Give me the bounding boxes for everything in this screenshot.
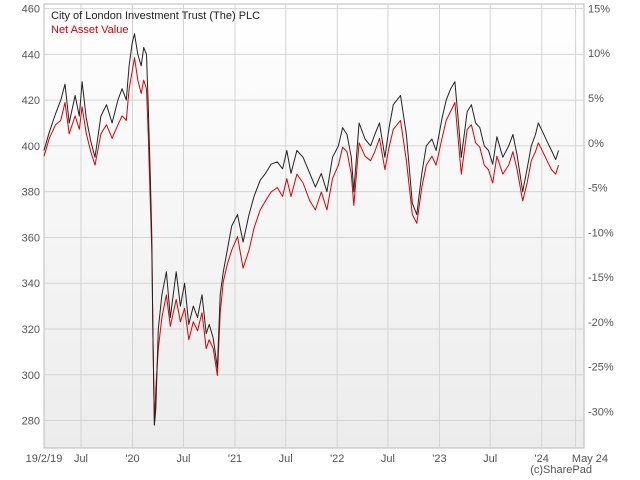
series-line [43, 33, 559, 426]
x-tick-label: '23 [432, 453, 446, 465]
left-tick-label: 440 [22, 49, 40, 61]
x-tick-label: May 24 [572, 453, 608, 465]
right-tick-label: -5% [588, 183, 608, 195]
x-tick-label: '21 [228, 453, 242, 465]
x-axis: 19/2/19 Jul '20 Jul '21 Jul '22 Jul '23 Jul '24 May… [26, 453, 608, 465]
credit-label: (c)SharePad [530, 464, 592, 476]
right-tick-label: -15% [588, 272, 614, 284]
gridlines [44, 4, 584, 448]
x-tick-label: 19/2/19 [26, 453, 63, 465]
left-tick-label: 360 [22, 232, 40, 244]
left-tick-label: 420 [22, 95, 40, 107]
x-tick-label: Jul [176, 453, 190, 465]
left-tick-label: 320 [22, 324, 40, 336]
right-tick-label: 5% [588, 93, 604, 105]
right-tick-label: -30% [588, 406, 614, 418]
right-tick-label: 10% [588, 48, 610, 60]
plot-area [43, 3, 585, 449]
x-tick-label: Jul [279, 453, 293, 465]
right-tick-label: 15% [588, 3, 610, 15]
left-tick-label: 460 [22, 4, 40, 16]
right-axis: -30% -25% -20% -15% -10% -5% 0% 5% 10% 15% [588, 3, 614, 418]
legend-series-2: Net Asset Value [51, 24, 128, 36]
x-tick-label: '24 [535, 453, 549, 465]
series-line [43, 57, 559, 426]
right-tick-label: -20% [588, 317, 614, 329]
left-tick-label: 280 [22, 416, 40, 428]
x-tick-label: '20 [125, 453, 139, 465]
right-tick-label: -10% [588, 227, 614, 239]
left-tick-label: 300 [22, 370, 40, 382]
x-tick-label: Jul [483, 453, 497, 465]
series-lines [43, 33, 559, 426]
legend-series-1: City of London Investment Trust (The) PL… [51, 10, 260, 22]
left-axis: 280 300 320 340 360 380 400 420 440 460 [22, 4, 40, 428]
x-tick-label: Jul [74, 453, 88, 465]
left-tick-label: 380 [22, 187, 40, 199]
right-tick-label: -25% [588, 362, 614, 374]
left-tick-label: 340 [22, 278, 40, 290]
left-tick-label: 400 [22, 141, 40, 153]
legend: City of London Investment Trust (The) PL… [51, 10, 260, 36]
x-tick-label: '22 [330, 453, 344, 465]
right-tick-label: 0% [588, 138, 604, 150]
x-tick-label: Jul [381, 453, 395, 465]
